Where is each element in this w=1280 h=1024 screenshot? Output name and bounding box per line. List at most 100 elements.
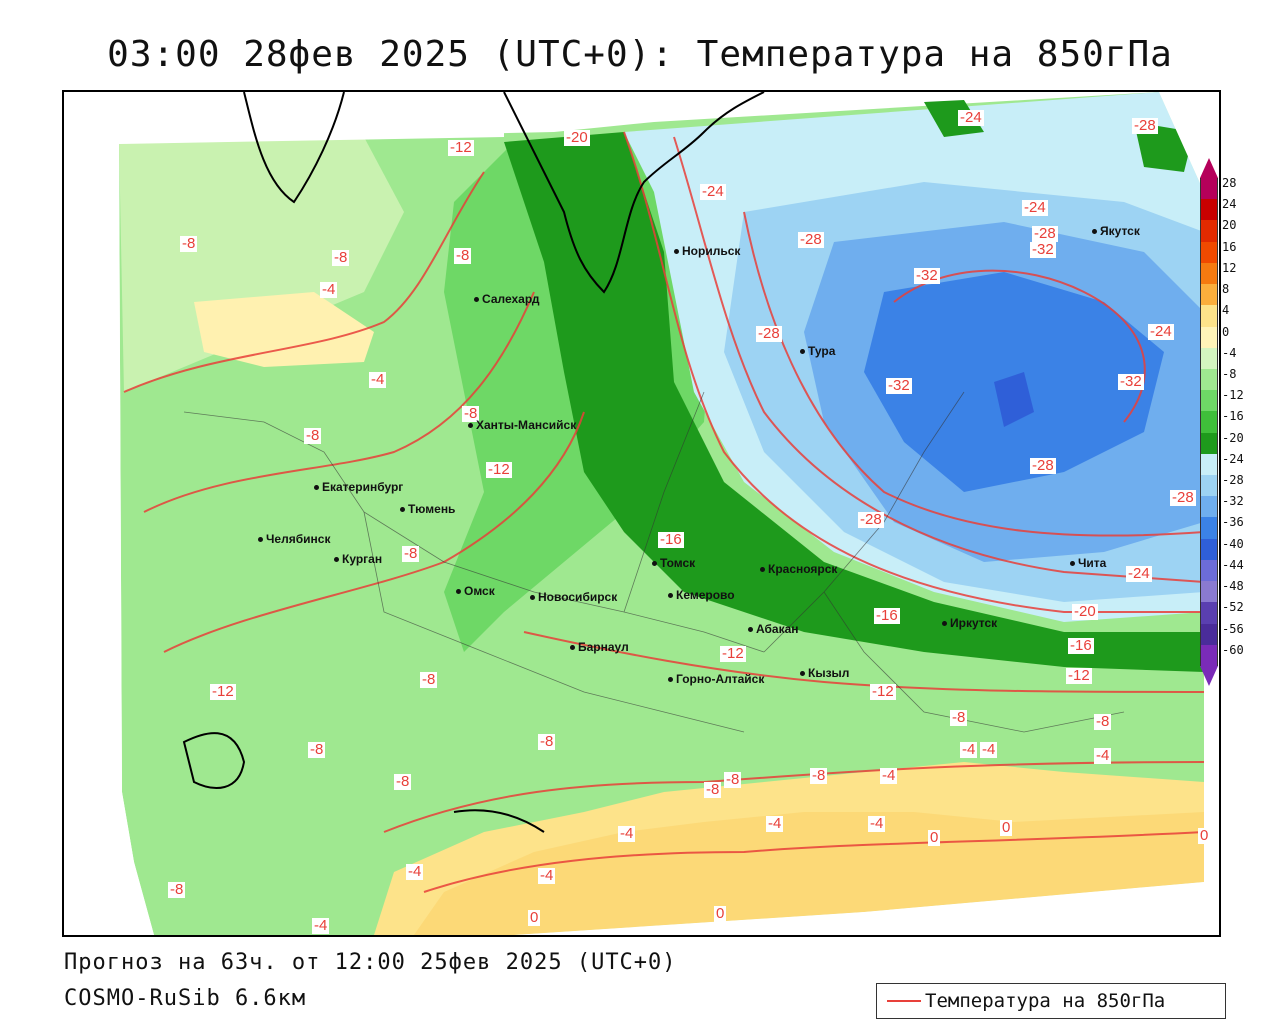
color-scale-label: -16 [1222, 409, 1244, 424]
contour-label: 0 [928, 829, 941, 846]
color-scale-swatch [1200, 411, 1218, 433]
contour-label: -8 [332, 249, 350, 266]
color-scale-swatch [1200, 390, 1218, 412]
contour-label: -12 [870, 683, 896, 700]
color-scale-top-arrow [1200, 158, 1218, 178]
coastline [182, 92, 765, 833]
city-marker: Иркутск [942, 616, 997, 630]
city-marker: Салехард [474, 292, 539, 306]
color-scale-label: 8 [1222, 282, 1230, 297]
color-scale-label: -52 [1222, 600, 1244, 615]
warm-south-inner [414, 812, 1204, 935]
color-scale-label: -60 [1222, 642, 1244, 657]
contour-label: -4 [980, 741, 998, 758]
city-marker: Омск [456, 584, 495, 598]
legend-label: Температура на 850гПа [925, 990, 1166, 1012]
contour-label: -8 [304, 427, 322, 444]
color-scale-label: 12 [1222, 260, 1237, 275]
contour-label: -32 [886, 377, 912, 394]
contour-label: -8 [1094, 713, 1112, 730]
contour-label: -8 [168, 881, 186, 898]
contour-label: 0 [714, 905, 727, 922]
contour-label: -4 [618, 825, 636, 842]
color-scale-swatch [1200, 496, 1218, 518]
color-scale-swatch [1200, 538, 1218, 560]
contour-label: -8 [402, 545, 420, 562]
contour-label: -28 [1030, 457, 1056, 474]
contour-label: -4 [1094, 747, 1112, 764]
color-scale-swatch [1200, 517, 1218, 539]
city-marker: Новосибирск [530, 590, 617, 604]
contour-label: -8 [810, 767, 828, 784]
contour-label: -4 [406, 863, 424, 880]
contour-label: -4 [369, 371, 387, 388]
city-marker: Томск [652, 556, 695, 570]
contour-label: -16 [874, 607, 900, 624]
color-scale-swatch [1200, 241, 1218, 263]
forecast-info: Прогноз на 63ч. от 12:00 25фев 2025 (UTC… [64, 950, 677, 975]
color-scale-swatch [1200, 262, 1218, 285]
contour-label: 0 [528, 909, 541, 926]
color-scale-label: 28 [1222, 176, 1237, 190]
contour-label: -28 [1170, 489, 1196, 506]
legend-box: Температура на 850гПа [876, 983, 1226, 1019]
color-scale-label: -32 [1222, 494, 1244, 509]
contour-label: -20 [1072, 603, 1098, 620]
color-scale-label: -56 [1222, 621, 1244, 636]
color-scale-swatch [1200, 644, 1218, 666]
city-marker: Чита [1070, 556, 1106, 570]
color-scale-label: 20 [1222, 218, 1237, 233]
contour-label: -24 [958, 109, 984, 126]
color-scale-swatch [1200, 602, 1218, 624]
color-scale-label: 24 [1222, 197, 1237, 212]
color-scale-label: -20 [1222, 430, 1244, 445]
contour-label: -20 [564, 129, 590, 146]
admin-borders [183, 391, 1125, 733]
contour-label: -24 [700, 183, 726, 200]
contour-label: -16 [1068, 637, 1094, 654]
contour-label: -4 [880, 767, 898, 784]
color-scale-swatch [1200, 178, 1218, 200]
color-scale-label: 0 [1222, 324, 1230, 339]
map-panel: -20 -12 -24 -28 -8 -8 -8 -4 -4 -28 -24 -… [62, 90, 1221, 937]
contour-label: -28 [756, 325, 782, 342]
map-title: 03:00 28фев 2025 (UTC+0): Температура на… [107, 34, 1173, 75]
contour-label: -8 [454, 247, 472, 264]
contour-label: 0 [1198, 827, 1211, 844]
contour-label: -28 [1032, 225, 1058, 242]
contour-label: -28 [798, 231, 824, 248]
color-scale-label: -28 [1222, 473, 1244, 488]
isotherm-lines [123, 131, 1205, 893]
color-scale-swatch [1200, 432, 1218, 454]
color-scale-swatch [1200, 581, 1218, 603]
city-marker: Красноярск [760, 562, 837, 576]
contour-label: -8 [704, 781, 722, 798]
contour-label: -12 [720, 645, 746, 662]
contour-label: -4 [320, 281, 338, 298]
city-marker: Челябинск [258, 532, 330, 546]
color-scale-label: -8 [1222, 366, 1237, 381]
color-scale-swatch [1200, 347, 1218, 369]
city-marker: Барнаул [570, 640, 629, 654]
color-scale-label: -44 [1222, 557, 1244, 572]
color-scale-label: -12 [1222, 388, 1244, 403]
color-scale-label: -24 [1222, 451, 1244, 466]
contour-label: -4 [960, 741, 978, 758]
color-scale-swatch [1200, 368, 1218, 391]
city-marker: Курган [334, 552, 382, 566]
color-scale-swatch [1200, 623, 1218, 645]
color-scale-swatch [1200, 475, 1218, 497]
contour-label: -32 [1118, 373, 1144, 390]
color-scale-label: -36 [1222, 515, 1244, 530]
contour-label: -4 [766, 815, 784, 832]
contour-label: -12 [210, 683, 236, 700]
contour-label: -8 [724, 771, 742, 788]
contour-label: -8 [420, 671, 438, 688]
temperature-field [64, 92, 1219, 935]
contour-label: -12 [1066, 667, 1092, 684]
contour-label: -8 [950, 709, 968, 726]
city-marker: Ханты-Мансийск [468, 418, 576, 432]
contour-label: -24 [1022, 199, 1048, 216]
west-warm-patch [194, 292, 374, 367]
city-marker: Кызыл [800, 666, 849, 680]
